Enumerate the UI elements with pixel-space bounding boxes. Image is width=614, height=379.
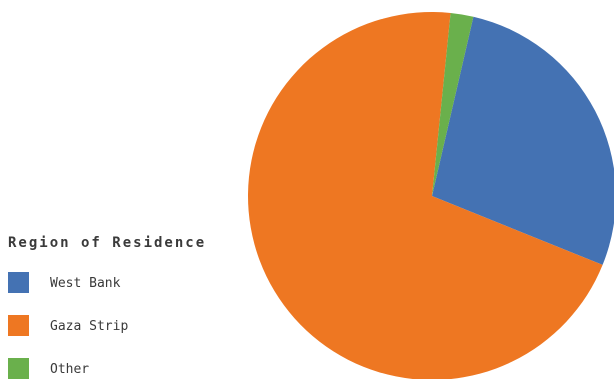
legend-label: Other <box>50 362 89 377</box>
pie-slices <box>248 12 614 379</box>
legend-swatch <box>8 272 29 293</box>
legend-items: West Bank Gaza Strip Other <box>8 272 128 379</box>
legend-title: Region of Residence <box>8 235 206 251</box>
legend-label: West Bank <box>50 276 121 291</box>
pie-slice-west-bank <box>432 16 614 265</box>
legend-swatch <box>8 358 29 379</box>
pie-slice-gaza-strip <box>248 12 603 379</box>
pie-slice-other <box>432 12 474 196</box>
legend: Region of Residence West Bank Gaza Strip O… <box>8 235 206 379</box>
legend-label: Gaza Strip <box>50 319 128 334</box>
legend-swatch <box>8 315 29 336</box>
